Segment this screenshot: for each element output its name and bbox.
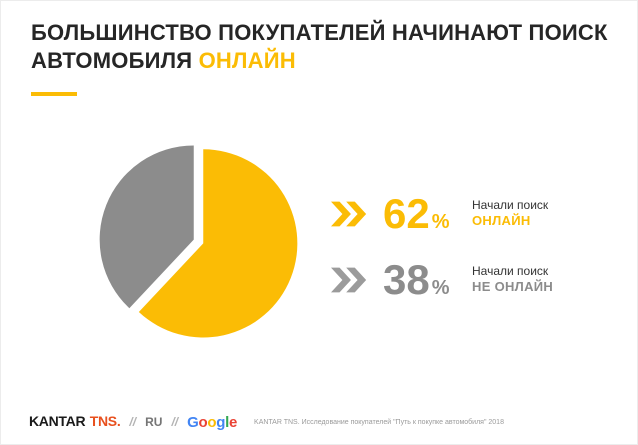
double-chevron-right-icon bbox=[331, 201, 367, 227]
title-underline bbox=[31, 92, 77, 96]
stat-label-online: Начали поиск ОНЛАЙН bbox=[472, 198, 548, 229]
stat-unit: % bbox=[431, 211, 450, 233]
kantar-tns-logo: KANTAR TNS. bbox=[29, 413, 121, 431]
tns-logo-text: TNS. bbox=[89, 413, 121, 429]
stat-row-online: 62% Начали поиск ОНЛАЙН bbox=[331, 189, 553, 239]
google-logo-letter: e bbox=[228, 413, 238, 431]
stat-label-offline: Начали поиск НЕ ОНЛАЙН bbox=[472, 264, 553, 295]
stat-unit: % bbox=[431, 277, 450, 299]
google-logo-letter: l bbox=[225, 413, 229, 431]
stat-number: 38 bbox=[383, 256, 430, 303]
stat-label-line1: Начали поиск bbox=[472, 264, 549, 279]
double-chevron-right-icon bbox=[331, 267, 367, 293]
stat-value-offline: 38% bbox=[383, 259, 458, 301]
google-logo-letter: g bbox=[216, 413, 226, 431]
pie-slice bbox=[99, 145, 194, 309]
footer-locale: RU bbox=[145, 415, 163, 429]
stat-label-line2: ОНЛАЙН bbox=[472, 213, 531, 229]
footer: KANTAR TNS. // RU // Google KANTAR TNS. … bbox=[29, 413, 504, 431]
page-title-line2-highlight: ОНЛАЙН bbox=[198, 48, 296, 74]
google-logo-letter: o bbox=[207, 413, 217, 431]
stat-label-line2: НЕ ОНЛАЙН bbox=[472, 279, 554, 295]
page-title-line2-prefix: АВТОМОБИЛЯ bbox=[31, 48, 199, 74]
kantar-logo-text: KANTAR bbox=[29, 413, 86, 429]
stats-legend: 62% Начали поиск ОНЛАЙН 38% Начали поиск… bbox=[331, 189, 553, 305]
google-logo: Google bbox=[187, 414, 237, 431]
pie-chart bbox=[99, 145, 298, 338]
stat-label-line1: Начали поиск bbox=[472, 198, 549, 213]
footer-separator: // bbox=[129, 415, 137, 429]
stat-row-offline: 38% Начали поиск НЕ ОНЛАЙН bbox=[331, 255, 553, 305]
pie-slice bbox=[138, 149, 298, 338]
pie-chart-container bbox=[86, 129, 311, 354]
stat-number: 62 bbox=[383, 190, 430, 237]
google-logo-letter: o bbox=[198, 413, 208, 431]
google-logo-letter: G bbox=[187, 413, 199, 431]
footer-separator: // bbox=[171, 415, 179, 429]
stat-value-online: 62% bbox=[383, 193, 458, 235]
page-title-line1: БОЛЬШИНСТВО ПОКУПАТЕЛЕЙ НАЧИНАЮТ ПОИСК bbox=[31, 20, 608, 45]
page-title-line2: АВТОМОБИЛЯ ОНЛАЙН bbox=[31, 47, 621, 75]
page-title: БОЛЬШИНСТВО ПОКУПАТЕЛЕЙ НАЧИНАЮТ ПОИСК А… bbox=[31, 19, 621, 75]
source-note: KANTAR TNS. Исследование покупателей "Пу… bbox=[254, 418, 504, 426]
